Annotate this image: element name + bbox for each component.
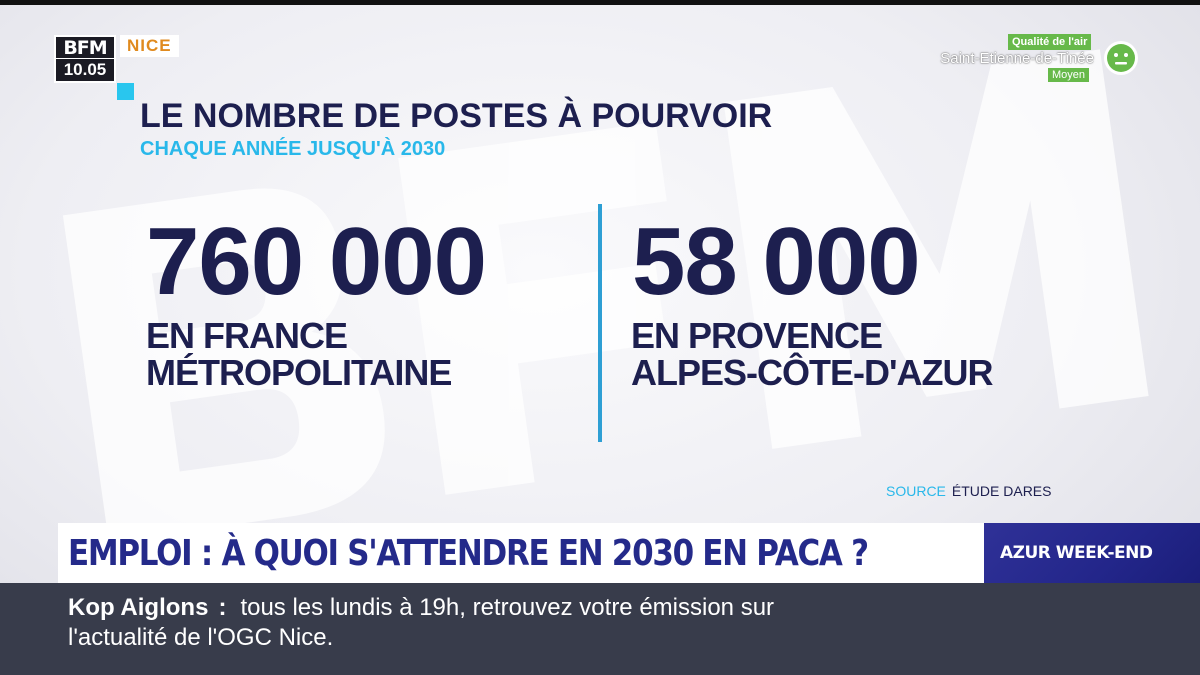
top-black-strip bbox=[0, 0, 1200, 5]
program-name-box: AZUR WEEK-END bbox=[984, 523, 1200, 583]
source-value: ÉTUDE DARES bbox=[951, 483, 1052, 499]
headline-text: EMPLOI : À QUOI S'ATTENDRE EN 2030 EN PA… bbox=[68, 533, 869, 574]
stat-france-region-line2: MÉTROPOLITAINE bbox=[146, 352, 452, 393]
watermark-logo-letters bbox=[62, 49, 1149, 543]
headline-bar: EMPLOI : À QUOI S'ATTENDRE EN 2030 EN PA… bbox=[58, 523, 984, 583]
accent-square bbox=[117, 83, 134, 100]
stat-paca-region-line2: ALPES-CÔTE-D'AZUR bbox=[631, 352, 994, 393]
clock-time: 10.05 bbox=[63, 60, 107, 79]
neutral-face-icon bbox=[1104, 41, 1138, 75]
air-quality-city: Saint-Etienne-de-Tinée bbox=[940, 50, 1094, 67]
stat-paca-region-line1: EN PROVENCE bbox=[631, 315, 883, 356]
air-quality-label: Qualité de l'air bbox=[1008, 34, 1092, 50]
air-quality-level: Moyen bbox=[1048, 68, 1090, 82]
ticker-text-line1: tous les lundis à 19h, retrouvez votre é… bbox=[240, 594, 775, 621]
ticker-line-2: l'actualité de l'OGC Nice. bbox=[68, 623, 333, 653]
graphic-title: LE NOMBRE DE POSTES À POURVOIR bbox=[140, 97, 773, 135]
stat-france-value: 760 000 bbox=[146, 208, 487, 315]
source-credit: SOURCE ÉTUDE DARES bbox=[886, 482, 1051, 500]
stat-paca-region: EN PROVENCE ALPES-CÔTE-D'AZUR bbox=[631, 315, 994, 393]
graphic-subtitle: CHAQUE ANNÉE JUSQU'À 2030 bbox=[140, 138, 446, 160]
ticker-separator: : bbox=[218, 594, 227, 621]
ticker-text-line2: l'actualité de l'OGC Nice. bbox=[68, 624, 334, 651]
stat-divider bbox=[598, 204, 602, 442]
stat-france-region: EN FRANCE MÉTROPOLITAINE bbox=[146, 315, 452, 393]
ticker-label: Kop Aiglons bbox=[68, 594, 209, 621]
channel-city-tag: NICE bbox=[120, 35, 179, 57]
source-label: SOURCE bbox=[886, 483, 946, 499]
news-ticker: Kop Aiglons: tous les lundis à 19h, retro… bbox=[0, 583, 1200, 675]
ticker-line-1: Kop Aiglons: tous les lundis à 19h, retro… bbox=[68, 593, 774, 623]
channel-logo: BFM 10.05 bbox=[54, 35, 116, 83]
stat-paca-value: 58 000 bbox=[632, 208, 921, 315]
stat-france-region-line1: EN FRANCE bbox=[146, 315, 348, 356]
channel-logo-text: BFM bbox=[56, 37, 114, 59]
program-name: AZUR WEEK-END bbox=[1000, 543, 1153, 563]
